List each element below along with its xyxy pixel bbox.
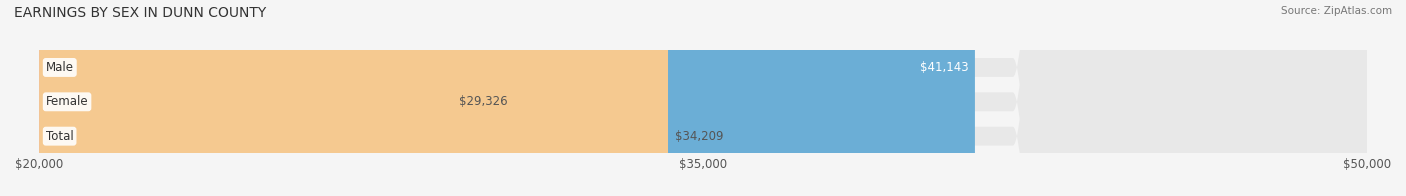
FancyBboxPatch shape — [39, 0, 1367, 196]
Text: Total: Total — [46, 130, 73, 143]
Text: EARNINGS BY SEX IN DUNN COUNTY: EARNINGS BY SEX IN DUNN COUNTY — [14, 6, 266, 20]
Text: $29,326: $29,326 — [458, 95, 508, 108]
FancyBboxPatch shape — [39, 0, 451, 196]
Text: $41,143: $41,143 — [920, 61, 969, 74]
Text: Female: Female — [46, 95, 89, 108]
FancyBboxPatch shape — [39, 0, 668, 196]
Text: Male: Male — [46, 61, 73, 74]
FancyBboxPatch shape — [39, 0, 974, 196]
Text: Source: ZipAtlas.com: Source: ZipAtlas.com — [1281, 6, 1392, 16]
FancyBboxPatch shape — [39, 0, 1367, 196]
FancyBboxPatch shape — [39, 0, 1367, 196]
Text: $34,209: $34,209 — [675, 130, 723, 143]
